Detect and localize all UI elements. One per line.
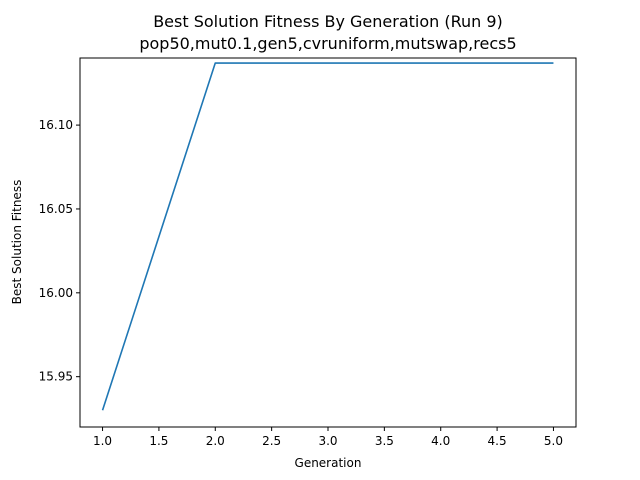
x-axis-label: Generation: [295, 456, 362, 470]
x-tick-label: 5.0: [544, 434, 563, 448]
x-tick-label: 3.0: [318, 434, 337, 448]
x-axis-ticks: 1.0 1.5 2.0 2.5 3.0 3.5 4.0 4.5 5.0: [93, 427, 563, 448]
y-axis-ticks: 15.95 16.00 16.05 16.10: [39, 118, 80, 384]
x-tick-label: 3.5: [375, 434, 394, 448]
x-tick-label: 4.5: [488, 434, 507, 448]
y-tick-label: 16.05: [39, 202, 73, 216]
series-layer: [101, 62, 554, 411]
x-tick-label: 2.5: [262, 434, 281, 448]
series-line-0: [101, 62, 554, 411]
y-tick-label: 16.10: [39, 118, 73, 132]
x-tick-label: 1.5: [149, 434, 168, 448]
y-axis-label: Best Solution Fitness: [10, 180, 24, 305]
chart-subtitle: pop50,mut0.1,gen5,cvruniform,mutswap,rec…: [139, 34, 516, 53]
plot-frame: [79, 57, 577, 428]
x-tick-label: 4.0: [431, 434, 450, 448]
x-tick-label: 2.0: [206, 434, 225, 448]
x-tick-label: 1.0: [93, 434, 112, 448]
y-tick-label: 16.00: [39, 286, 73, 300]
chart-title: Best Solution Fitness By Generation (Run…: [153, 12, 503, 31]
y-tick-label: 15.95: [39, 370, 73, 384]
